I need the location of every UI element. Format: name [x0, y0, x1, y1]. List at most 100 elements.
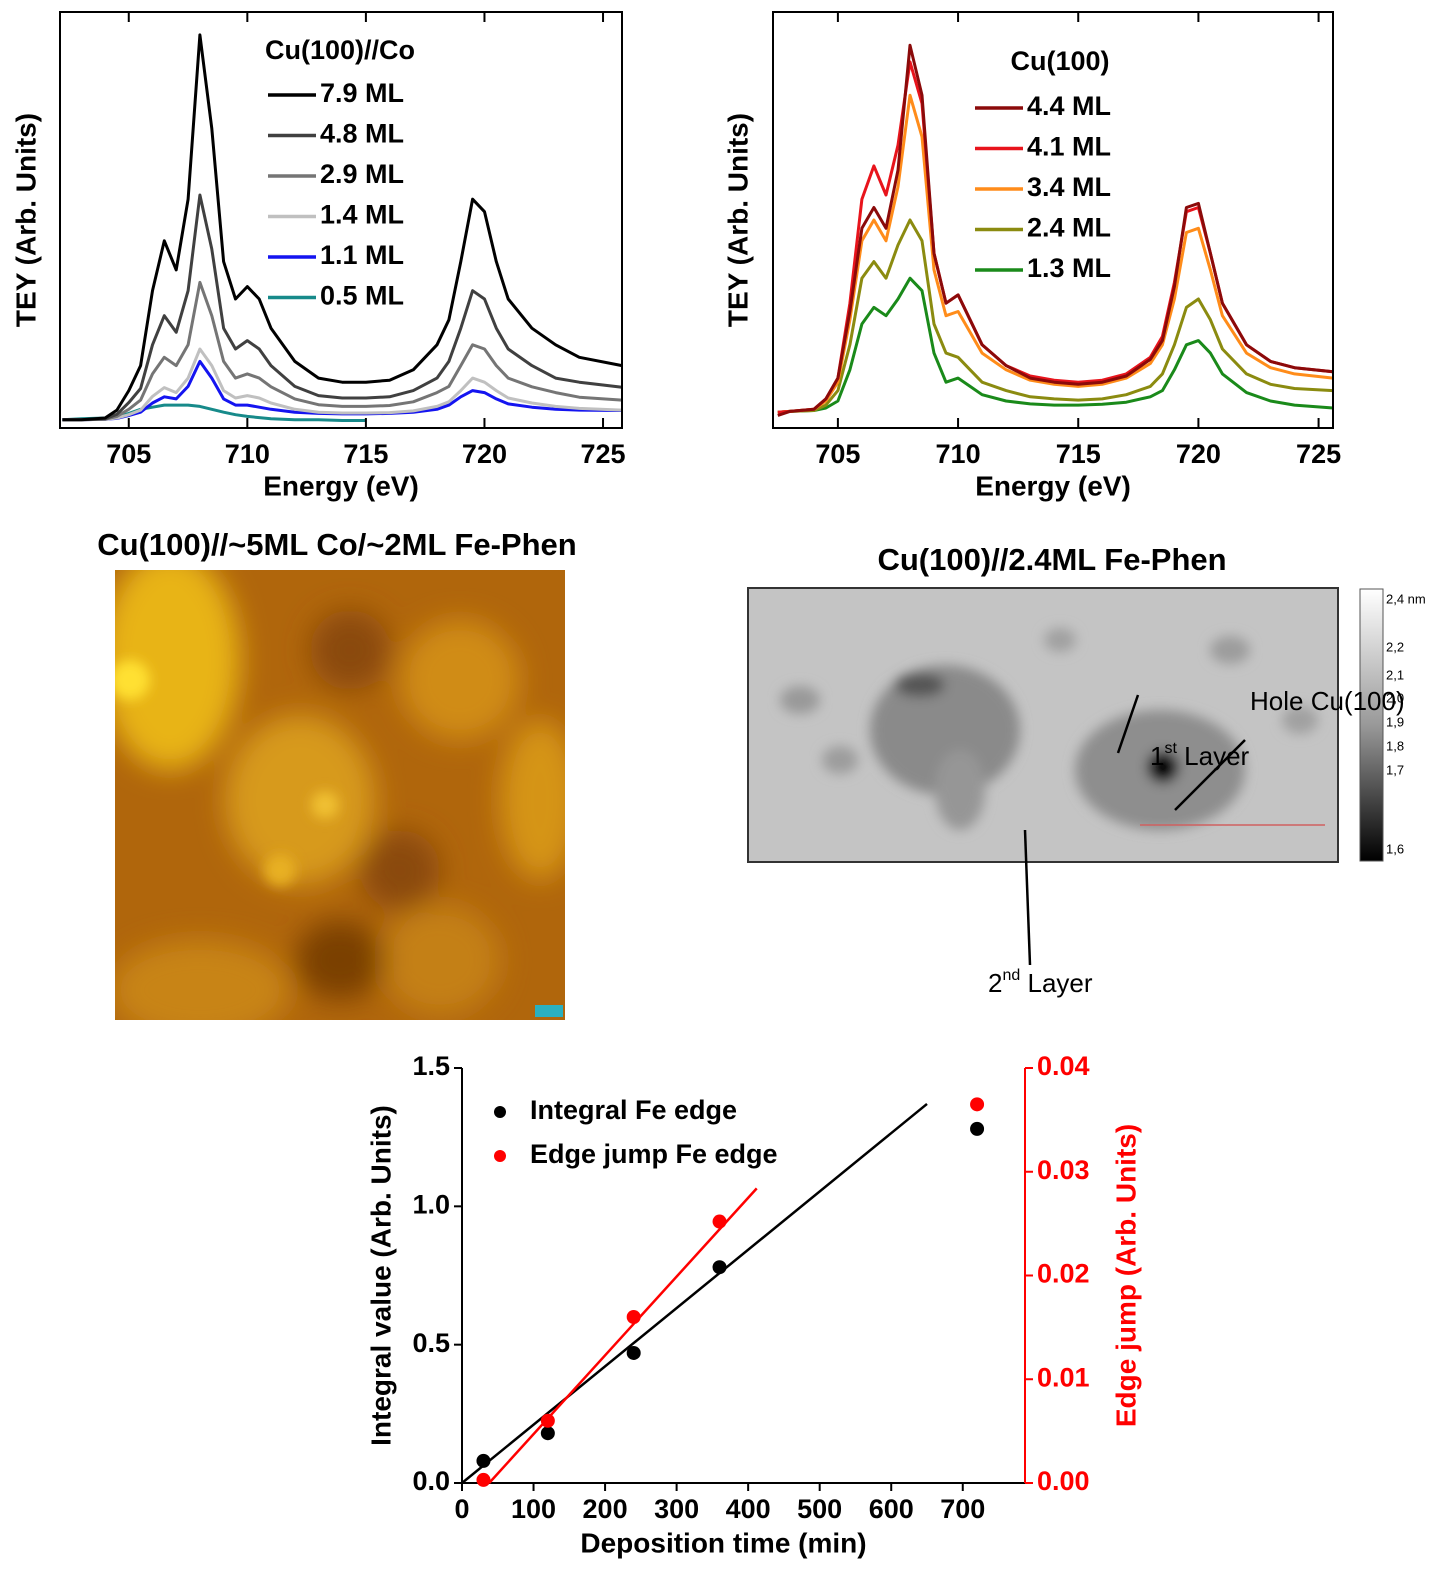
- colorbar: [1359, 588, 1384, 862]
- x-tick-label: 600: [869, 1494, 914, 1524]
- legend-label: 4.1 ML: [1027, 132, 1111, 162]
- y2-tick-label: 0.03: [1037, 1155, 1090, 1185]
- spectrum-line: [62, 359, 623, 422]
- annotation-sup: nd: [1002, 967, 1020, 984]
- y-axis-label: Integral value (Arb. Units): [365, 1105, 396, 1446]
- x-tick-label: 705: [106, 439, 151, 469]
- y2-tick-label: 0.01: [1037, 1362, 1090, 1392]
- colorbar-label: 1,6: [1386, 841, 1404, 856]
- y-axis-label: TEY (Arb. Units): [722, 113, 753, 327]
- colorbar-label: 2,2: [1386, 639, 1404, 654]
- x-tick-label: 720: [462, 439, 507, 469]
- data-point: [540, 1413, 555, 1428]
- x-tick-label: 200: [583, 1494, 628, 1524]
- stm-image: [749, 589, 1337, 861]
- spectrum-line: [777, 43, 1334, 417]
- legend-title: Cu(100)//Co: [265, 35, 415, 65]
- data-point: [712, 1214, 727, 1229]
- colorbar-label: 2,0: [1386, 690, 1404, 705]
- x-tick-label: 705: [815, 439, 860, 469]
- colorbar-label: 1,8: [1386, 738, 1404, 753]
- spectrum-line: [777, 276, 1334, 414]
- x-tick-label: 400: [726, 1494, 771, 1524]
- annotation-part: Layer: [1177, 741, 1250, 771]
- annotation: 1st Layer: [1150, 740, 1250, 771]
- annotation: Hole Cu(100): [1250, 686, 1405, 716]
- x-tick-label: 710: [225, 439, 270, 469]
- spectrum-line: [62, 280, 623, 422]
- x-tick-label: 300: [654, 1494, 699, 1524]
- y-tick-label: 0.0: [412, 1466, 450, 1496]
- y2-tick-label: 0.04: [1037, 1051, 1090, 1081]
- data-point: [712, 1260, 727, 1275]
- legend-label: Edge jump Fe edge: [530, 1139, 778, 1169]
- x-axis-label: Energy (eV): [263, 470, 419, 501]
- x-tick-label: 720: [1176, 439, 1221, 469]
- y-tick-label: 1.0: [412, 1189, 450, 1219]
- data-point: [970, 1121, 985, 1136]
- annotation-part: 2: [988, 968, 1002, 998]
- legend-label: 1.4 ML: [320, 200, 404, 230]
- x-tick-label: 715: [343, 439, 388, 469]
- y-tick-label: 1.5: [412, 1051, 450, 1081]
- legend-label: 3.4 ML: [1027, 172, 1111, 202]
- y2-tick-label: 0.02: [1037, 1259, 1090, 1289]
- plot-frame: [772, 11, 1334, 429]
- pointer-line: [1023, 829, 1032, 966]
- legend-label: 1.1 ML: [320, 240, 404, 270]
- data-point: [476, 1472, 491, 1487]
- spectrum-line: [62, 33, 623, 422]
- colorbar-label: 1,9: [1386, 714, 1404, 729]
- annotation: 2nd Layer: [988, 967, 1093, 998]
- data-point: [626, 1310, 641, 1324]
- x-tick-label: 715: [1056, 439, 1101, 469]
- data-point: [970, 1097, 985, 1112]
- stm-image: [115, 570, 565, 1020]
- image-title: Cu(100)//~5ML Co/~2ML Fe-Phen: [97, 527, 576, 562]
- y2-axis-label: Edge jump (Arb. Units): [1110, 1124, 1141, 1427]
- x-axis-label: Energy (eV): [975, 470, 1131, 501]
- pointer-line: [1116, 694, 1140, 754]
- image-title: Cu(100)//2.4ML Fe-Phen: [877, 542, 1226, 577]
- colorbar-label: 1,7: [1386, 762, 1404, 777]
- fit-line: [488, 1187, 758, 1484]
- x-tick-label: 725: [1296, 439, 1341, 469]
- fit-line: [461, 1103, 928, 1484]
- legend-label: 2.9 ML: [320, 159, 404, 189]
- legend-marker: [494, 1150, 506, 1162]
- y2-tick-label: 0.00: [1037, 1466, 1090, 1496]
- pointer-line: [1174, 739, 1246, 811]
- x-tick-label: 710: [936, 439, 981, 469]
- x-tick-label: 725: [580, 439, 625, 469]
- spectrum-line: [62, 193, 623, 422]
- legend-title: Cu(100): [1010, 46, 1109, 76]
- legend-label: 1.3 ML: [1027, 253, 1111, 283]
- x-axis-label: Deposition time (min): [580, 1527, 866, 1558]
- stm-frame: [747, 587, 1339, 863]
- legend-label: 4.8 ML: [320, 119, 404, 149]
- legend-label: 0.5 ML: [320, 281, 404, 311]
- data-point: [626, 1345, 641, 1360]
- x-tick-label: 500: [797, 1494, 842, 1524]
- x-tick-label: 700: [940, 1494, 985, 1524]
- legend-label: Integral Fe edge: [530, 1095, 737, 1125]
- colorbar-label: 2,1: [1386, 667, 1404, 682]
- spectrum-line: [777, 218, 1334, 414]
- x-tick-label: 100: [511, 1494, 556, 1524]
- data-point: [476, 1453, 491, 1468]
- plot-frame: [59, 11, 623, 429]
- legend-label: 2.4 ML: [1027, 213, 1111, 243]
- legend-label: 7.9 ML: [320, 78, 404, 108]
- x-tick-label: 0: [454, 1494, 469, 1524]
- legend-marker: [494, 1106, 506, 1118]
- colorbar-label: 2,4 nm: [1386, 591, 1426, 606]
- annotation-part: Layer: [1020, 968, 1093, 998]
- spectrum-line: [62, 347, 623, 422]
- y-axis-label: TEY (Arb. Units): [10, 113, 41, 327]
- y-tick-label: 0.5: [412, 1328, 450, 1358]
- legend-label: 4.4 ML: [1027, 91, 1111, 121]
- annotation-part: 1: [1150, 741, 1164, 771]
- data-point: [540, 1426, 555, 1441]
